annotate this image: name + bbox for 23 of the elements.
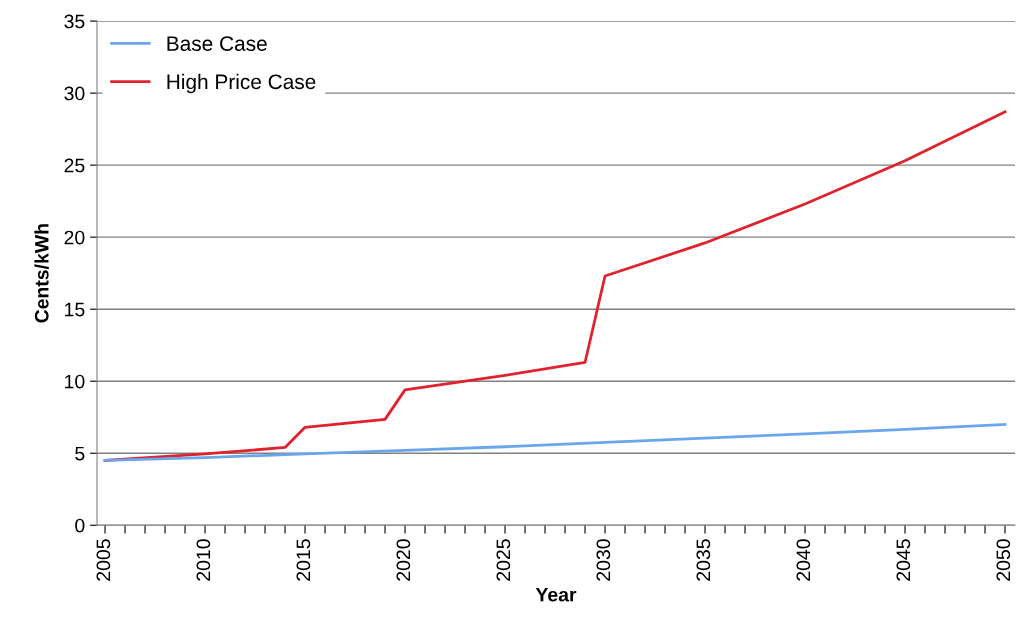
x-axis-title: Year <box>535 587 577 602</box>
y-tick-label: 35 <box>64 14 85 29</box>
y-tick-label: 5 <box>75 446 85 461</box>
y-tick-label: 30 <box>64 86 85 101</box>
y-tick-label: 25 <box>64 158 85 173</box>
x-tick-label: 2050 <box>996 539 1011 581</box>
x-tick-label: 2025 <box>496 539 511 581</box>
x-tick-label: 2030 <box>596 539 611 581</box>
line-series <box>103 423 1007 462</box>
legend-label: High Price Case <box>167 73 316 94</box>
y-axis-title: Cents/kWh <box>34 224 49 323</box>
y-tick-label: 20 <box>64 230 85 245</box>
y-tick-label: 15 <box>65 302 85 317</box>
x-tick-label: 2040 <box>796 539 811 581</box>
x-tick-label: 2010 <box>196 539 211 581</box>
legend-label: Base Case <box>167 36 267 51</box>
y-tick-label: 0 <box>75 518 85 533</box>
x-tick-label: 2045 <box>896 539 911 581</box>
x-tick-label: 2035 <box>696 539 711 581</box>
x-tick-label: 2015 <box>296 539 311 581</box>
x-tick-label: 2005 <box>96 539 111 581</box>
x-tick-label: 2020 <box>396 539 411 581</box>
y-tick-label: 10 <box>65 374 85 389</box>
